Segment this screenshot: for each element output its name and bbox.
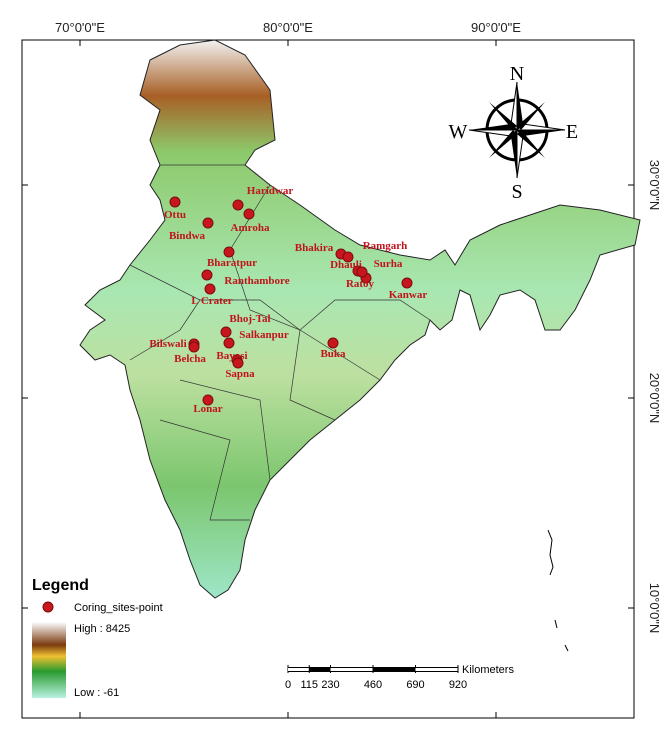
scale-tick-label: 460 [364,679,382,691]
compass-east: E [566,121,578,143]
scale-segment [309,667,331,672]
state-borders [160,164,431,331]
compass-west: W [449,121,468,143]
site-label: Bhakira [295,242,334,254]
site-label: Lonar [193,403,222,415]
legend-title: Legend [32,577,89,594]
site-label: Bhoj-Tal [229,313,270,325]
scale-unit: Kilometers [462,664,514,676]
scale-tick-label: 115 [300,679,318,691]
site-label: Dhauli [330,259,362,271]
scale-tick-label: 230 [321,679,339,691]
longitude-label: 90°0'0"E [471,20,521,35]
coring-site [223,246,235,258]
site-label: Bharatpur [207,257,257,269]
site-label: Belcha [174,353,206,365]
coring-site [188,341,200,353]
site-label: Bilswali [149,338,186,350]
latitude-label: 30°0'0"N [647,160,662,211]
legend-point-label: Coring_sites-point [74,602,163,614]
coring-site [220,326,232,338]
site-label: Haridwar [247,185,294,197]
site-label: Ramgarh [363,240,408,252]
site-label: Sapna [225,368,255,380]
site-label: Ratoy [346,278,375,290]
india-landmass [79,39,641,599]
coring-site [202,394,214,406]
state-borders [129,264,381,521]
scale-tick-label: 690 [406,679,424,691]
site-label: Kanwar [389,289,428,301]
coring-site [342,251,354,263]
site-label: Bayasi [216,350,247,362]
longitude-label: 80°0'0"E [263,20,313,35]
site-label: Ranthambore [224,275,289,287]
scale-segment [415,668,458,671]
site-label: Amroha [231,222,270,234]
legend-high: High : 8425 [74,623,130,635]
longitude-label: 70°0'0"E [55,20,105,35]
scale-segment [373,667,416,672]
coring-site [401,277,413,289]
site-label: Salkanpur [239,329,289,341]
scale-tick-label: 0 [285,679,291,691]
coring-site [232,199,244,211]
site-label: Bindwa [169,230,206,242]
latitude-label: 20°0'0"N [647,373,662,424]
site-label: Ottu [164,209,186,221]
scale-segment [288,668,310,671]
site-label: Surha [374,258,403,270]
coring-site [201,269,213,281]
andaman-islands [547,529,569,652]
compass-north: N [510,63,524,85]
scale-tick-label: 920 [449,679,467,691]
legend-low: Low : -61 [74,687,119,699]
coring-site [356,266,368,278]
coring-site [204,283,216,295]
compass-south: S [511,181,522,203]
coring-site [223,337,235,349]
coring-site [243,208,255,220]
latitude-label: 10°0'0"N [647,583,662,634]
scale-segment [330,668,373,671]
compass-rose [468,81,566,179]
coring-site [327,337,339,349]
coring-site [169,196,181,208]
coring-site [202,217,214,229]
elevation-ramp [32,622,66,698]
legend-point [42,601,54,613]
site-label: L Crater [191,295,232,307]
coring-site [232,357,244,369]
site-label: Buka [320,348,346,360]
